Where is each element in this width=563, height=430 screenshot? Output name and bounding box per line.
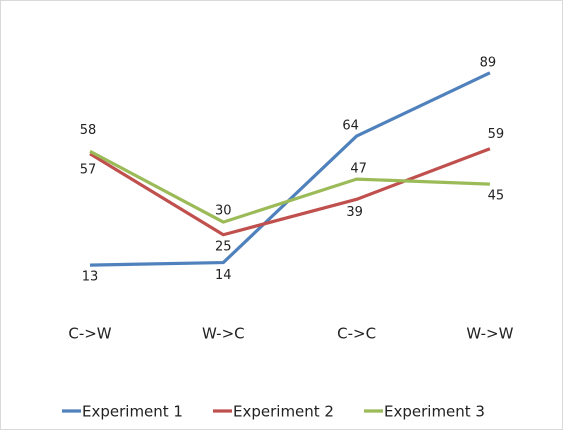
data-label: 89: [480, 55, 497, 70]
legend-label: Experiment 1: [82, 403, 183, 421]
x-tick-label: C->W: [68, 325, 111, 343]
legend-label: Experiment 3: [384, 403, 485, 421]
series-line: [89, 149, 490, 224]
data-label: 45: [488, 189, 505, 204]
data-label: 30: [215, 204, 232, 219]
data-label: 13: [82, 270, 99, 285]
legend-label: Experiment 2: [233, 403, 334, 421]
series-line: [89, 147, 491, 237]
data-label: 64: [342, 119, 359, 134]
data-label: 58: [80, 123, 97, 138]
data-label: 25: [215, 239, 232, 254]
x-tick-label: W->W: [466, 325, 513, 343]
data-label: 59: [488, 127, 505, 142]
x-tick-label: C->C: [337, 325, 376, 343]
data-label: 39: [346, 205, 363, 220]
data-label: 47: [350, 162, 367, 177]
data-label: 14: [215, 268, 232, 283]
x-tick-label: W->C: [202, 325, 245, 343]
data-label: 57: [80, 162, 97, 177]
